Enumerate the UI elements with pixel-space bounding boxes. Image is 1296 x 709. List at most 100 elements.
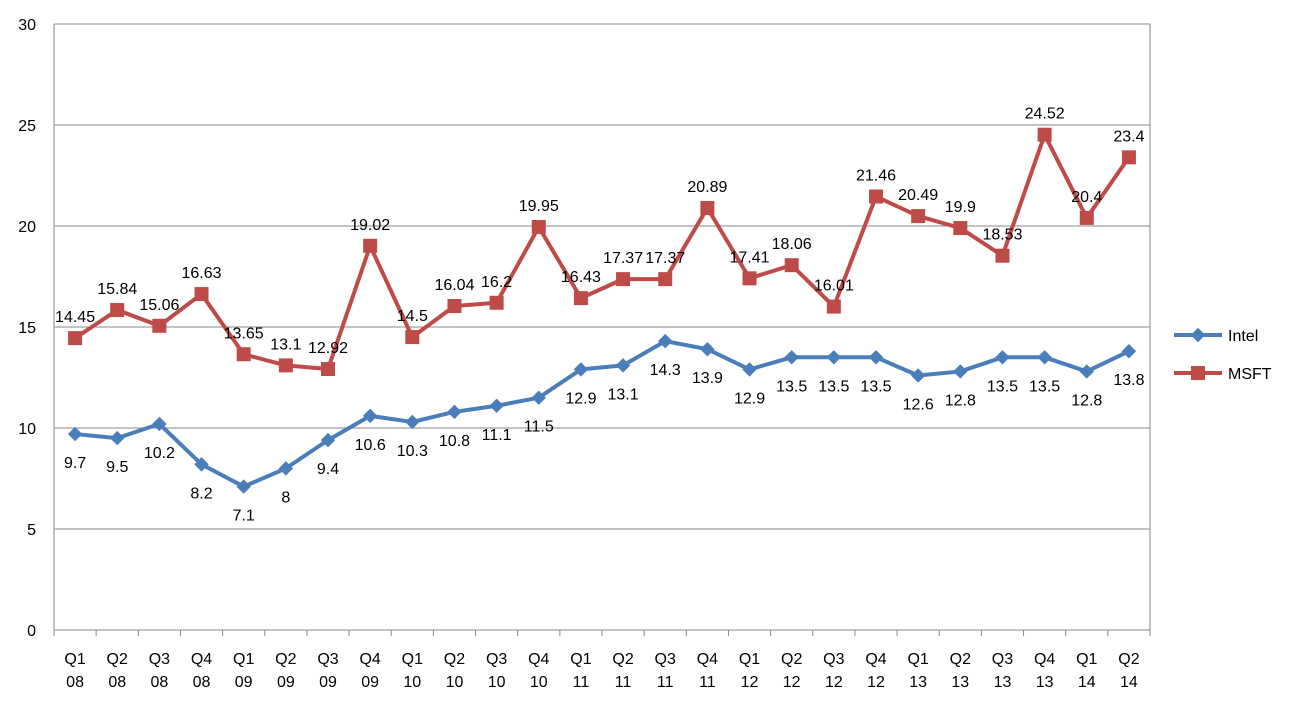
x-tick-label: 10	[530, 674, 548, 691]
x-tick-label: 13	[909, 674, 927, 691]
x-tick-label: Q4	[1034, 651, 1055, 668]
data-label-intel: 12.9	[565, 390, 596, 407]
x-tick-label: 10	[446, 674, 464, 691]
data-point-msft	[405, 330, 420, 345]
series-line-intel	[74, 339, 1130, 489]
x-tick-label: 08	[193, 674, 211, 691]
x-tick-label: Q4	[191, 651, 212, 668]
legend-label-msft: MSFT	[1228, 366, 1272, 383]
y-tick-label: 0	[27, 623, 36, 640]
data-label-intel: 9.4	[317, 461, 339, 478]
x-tick-label: 12	[741, 674, 759, 691]
x-tick-label: 12	[867, 674, 885, 691]
series-line-msft	[73, 132, 1131, 372]
x-tick-label: Q2	[950, 651, 971, 668]
data-point-msft	[68, 331, 83, 346]
data-label-intel: 11.5	[524, 419, 554, 436]
x-tick-label: Q1	[1076, 651, 1097, 668]
data-label-msft: 23.4	[1113, 128, 1144, 145]
data-label-msft: 16.43	[561, 269, 601, 286]
legend-marker-intel	[1190, 327, 1206, 343]
data-point-intel	[700, 342, 715, 357]
data-point-msft	[363, 238, 378, 253]
data-point-intel	[953, 364, 968, 379]
x-tick-label: 14	[1120, 674, 1138, 691]
x-tick-label: Q2	[612, 651, 633, 668]
data-label-intel: 13.5	[860, 378, 891, 395]
x-tick-label: Q3	[149, 651, 170, 668]
x-tick-label: 09	[361, 674, 379, 691]
x-tick-label: Q2	[107, 651, 128, 668]
data-point-msft	[911, 209, 926, 224]
y-tick-label: 20	[18, 219, 36, 236]
data-point-intel	[194, 457, 209, 472]
data-label-intel: 13.5	[987, 378, 1018, 395]
x-tick-label: Q4	[359, 651, 380, 668]
data-point-msft	[573, 291, 588, 306]
data-label-msft: 19.95	[519, 198, 559, 215]
x-tick-label: Q3	[655, 651, 676, 668]
data-point-msft	[742, 271, 757, 286]
data-point-msft	[1079, 210, 1094, 225]
data-label-intel: 13.8	[1113, 372, 1144, 389]
data-point-intel	[362, 408, 378, 424]
legend: Intel MSFT	[1174, 327, 1272, 383]
data-point-msft	[447, 298, 462, 313]
data-label-intel: 13.1	[608, 386, 639, 403]
data-point-intel	[447, 404, 462, 420]
data-point-intel	[236, 479, 251, 494]
x-tick-label: 11	[657, 674, 674, 691]
x-tick-label: Q1	[739, 651, 760, 668]
data-label-intel: 9.5	[106, 459, 128, 476]
data-point-msft	[995, 248, 1010, 263]
data-point-msft	[826, 299, 841, 314]
data-label-msft: 13.1	[270, 336, 301, 353]
x-tick-label: Q4	[865, 651, 886, 668]
x-tick-label: 12	[825, 674, 843, 691]
data-point-intel	[320, 432, 336, 448]
data-label-intel: 10.2	[144, 445, 175, 462]
data-point-msft	[278, 358, 293, 373]
x-tick-label: 09	[235, 674, 253, 691]
legend-label-intel: Intel	[1228, 328, 1258, 345]
x-tick-label: 08	[66, 674, 84, 691]
x-tick-label: Q2	[1118, 651, 1139, 668]
data-label-intel: 12.8	[945, 392, 976, 409]
data-label-intel: 12.9	[734, 390, 765, 407]
data-label-msft: 13.65	[224, 325, 264, 342]
x-tick-label: 09	[319, 674, 337, 691]
x-tick-label: 08	[150, 674, 168, 691]
data-point-intel	[742, 362, 757, 377]
data-point-intel	[152, 416, 167, 432]
data-label-intel: 8.2	[190, 485, 212, 502]
data-label-msft: 16.63	[182, 265, 222, 282]
data-point-msft	[658, 272, 673, 287]
data-point-msft	[152, 318, 167, 333]
x-tick-label: Q3	[823, 651, 844, 668]
data-point-intel	[1037, 350, 1052, 365]
data-point-msft	[700, 201, 715, 216]
plot-area: 0 5 10 15 20 25 30 Q1 08 Q2 08 Q3 08 Q4 08 Q1 09 Q2 09 Q3 09…	[18, 17, 1151, 691]
x-tick-label: 11	[615, 674, 632, 691]
data-label-intel: 9.7	[64, 455, 86, 472]
data-point-msft	[194, 287, 209, 302]
x-tick-label: 11	[699, 674, 716, 691]
data-point-intel	[995, 350, 1010, 365]
data-label-intel: 13.5	[776, 378, 807, 395]
data-label-msft: 16.04	[434, 277, 474, 294]
x-tick-label: 11	[573, 674, 590, 691]
data-label-msft: 21.46	[856, 168, 896, 185]
data-label-msft: 20.4	[1071, 189, 1102, 206]
data-label-msft: 14.45	[55, 309, 95, 326]
x-tick-label: Q2	[275, 651, 296, 668]
data-point-intel	[615, 358, 631, 373]
data-point-intel	[910, 368, 926, 383]
data-point-msft	[489, 295, 504, 310]
x-tick-label: Q1	[907, 651, 928, 668]
legend-marker-msft	[1191, 366, 1205, 380]
x-tick-label: Q1	[233, 651, 254, 668]
data-point-intel	[826, 350, 842, 365]
x-tick-label: 13	[994, 674, 1012, 691]
data-label-msft: 12.92	[308, 340, 348, 357]
